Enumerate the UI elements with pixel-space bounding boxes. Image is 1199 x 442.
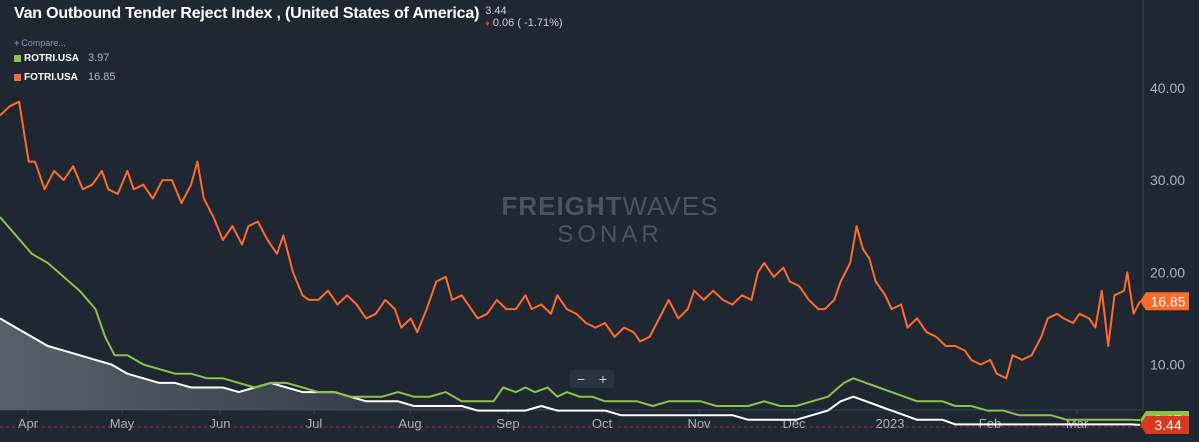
chart-header: Van Outbound Tender Reject Index , (Unit… (14, 5, 563, 29)
down-arrow-icon: ♦ (485, 18, 490, 28)
badge-label: 16.85 (1150, 293, 1185, 309)
x-tick-label: 2023 (876, 416, 905, 431)
compare-button[interactable]: + Compare... (14, 38, 66, 48)
change-value: ♦ 0.06 ( -1.71%) (485, 17, 562, 29)
chart-title: Van Outbound Tender Reject Index , (Unit… (14, 5, 480, 22)
series-line-rotri-usa[interactable] (0, 216, 1141, 422)
legend-swatch (14, 73, 21, 81)
watermark-freight: FREIGHT (501, 191, 622, 221)
x-tick-label: Aug (398, 416, 421, 431)
y-tick-label: 10.00 (1150, 356, 1185, 372)
legend-item-rotri[interactable]: ROTRI.USA 3.97 (14, 52, 109, 64)
legend-swatch (14, 54, 21, 62)
legend-item-fotri[interactable]: FOTRI.USA 16.85 (14, 71, 116, 83)
current-value: 3.44 (485, 5, 507, 17)
value-badge-fotri-usa: 16.85 (1140, 292, 1189, 311)
plus-icon: + (14, 38, 20, 48)
watermark-freightwaves: FREIGHTWAVES (501, 191, 718, 221)
series-line-votri-usa[interactable] (0, 317, 1141, 426)
x-tick-label: Sep (496, 416, 519, 431)
legend-value: 16.85 (88, 71, 116, 83)
series-line-fotri-usa[interactable] (0, 100, 1141, 380)
zoom-in-button[interactable]: + (598, 371, 608, 387)
x-tick-label: Oct (592, 416, 613, 431)
y-tick-label: 30.00 (1150, 172, 1185, 188)
change-text: 0.06 ( -1.71%) (492, 17, 563, 29)
compare-label: Compare... (21, 38, 66, 48)
legend-name: ROTRI.USA (24, 52, 79, 64)
badge-shape (1140, 292, 1189, 311)
watermark-waves: WAVES (623, 191, 719, 221)
y-tick-label: 20.00 (1150, 264, 1185, 280)
quote-box: 3.44 ♦ 0.06 ( -1.71%) (485, 5, 562, 29)
y-tick-label: 40.00 (1150, 80, 1185, 96)
value-badge-votri-usa: 3.44 (1140, 415, 1189, 434)
x-tick-label: Jun (210, 416, 231, 431)
legend-name: FOTRI.USA (24, 71, 78, 83)
x-tick-label: Jul (306, 416, 323, 431)
badge-label: 3.44 (1154, 417, 1181, 433)
zoom-out-button[interactable]: − (576, 371, 586, 387)
x-tick-label: Nov (687, 416, 711, 431)
legend-value: 3.97 (88, 52, 110, 64)
x-tick-label: May (110, 416, 135, 431)
x-tick-label: Apr (18, 416, 39, 431)
zoom-controls: − + (570, 370, 614, 388)
watermark-sonar: SONAR (557, 221, 662, 248)
badge-shape (1140, 415, 1189, 434)
